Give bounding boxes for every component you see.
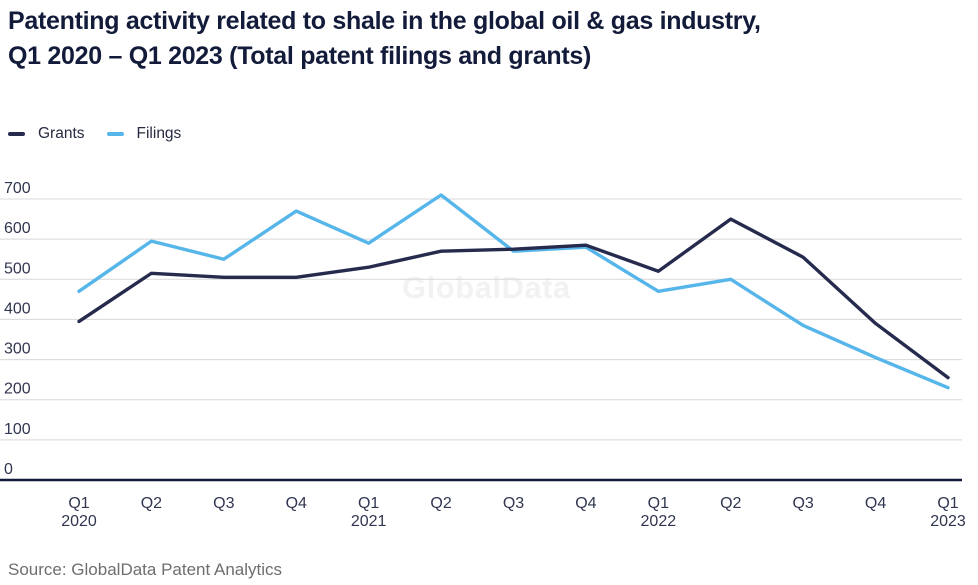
source-note: Source: GlobalData Patent Analytics [8, 560, 283, 579]
legend-item-grants[interactable]: Grants [8, 125, 85, 143]
x-tick-label: Q4 [286, 495, 307, 512]
x-tick-label: Q3 [503, 495, 524, 512]
legend-label-filings: Filings [136, 125, 182, 142]
page-title-line-2: Q1 2020 – Q1 2023 (Total patent filings … [8, 42, 592, 70]
x-tick-label: Q4 [575, 495, 596, 512]
x-tick-label: Q3 [213, 495, 234, 512]
x-tick-label: Q2 [430, 495, 451, 512]
x-tick-label: Q2 [720, 495, 741, 512]
page-title-line-1: Patenting activity related to shale in t… [8, 7, 761, 35]
y-tick-label: 100 [4, 421, 31, 438]
x-tick-year-label: 2021 [351, 513, 387, 530]
y-tick-label: 600 [4, 220, 31, 237]
page-title: Patenting activity related to shale in t… [8, 4, 761, 74]
y-tick-label: 200 [4, 381, 31, 398]
series-line-grants [77, 217, 950, 380]
x-tick-label: Q1 [68, 495, 89, 512]
y-tick-label: 0 [4, 461, 13, 478]
x-tick-label: Q3 [792, 495, 813, 512]
x-tick-label: Q1 [358, 495, 379, 512]
y-tick-label: 400 [4, 300, 31, 317]
y-tick-label: 700 [4, 180, 31, 197]
series-line-filings [77, 193, 950, 390]
y-tick-label: 300 [4, 341, 31, 358]
legend-label-grants: Grants [38, 125, 85, 142]
x-tick-year-label: 2022 [641, 513, 677, 530]
globaldata-watermark: GlobalData [402, 270, 571, 305]
line-chart: GlobalData 0 100 200 300 400 500 600 700 Q1 2020 Q… [0, 180, 978, 540]
x-tick-label: Q1 [648, 495, 669, 512]
grants-line-swatch [8, 132, 25, 136]
filings-line-swatch [106, 132, 124, 136]
x-tick-label: Q1 [937, 495, 958, 512]
x-tick-label: Q4 [865, 495, 886, 512]
x-tick-label: Q2 [141, 495, 162, 512]
legend: Grants Filings [8, 125, 181, 143]
x-tick-year-label: 2020 [61, 513, 97, 530]
y-tick-label: 500 [4, 260, 31, 277]
x-tick-year-label: 2023 [930, 513, 966, 530]
legend-item-filings[interactable]: Filings [106, 125, 182, 143]
